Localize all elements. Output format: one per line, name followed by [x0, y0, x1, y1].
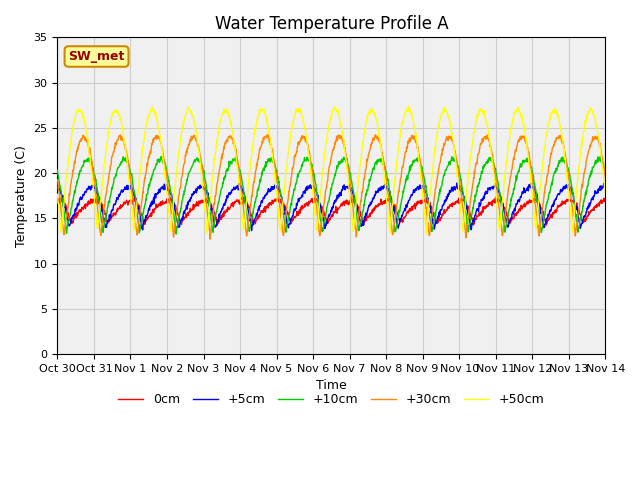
- +5cm: [489, 184, 497, 190]
- +10cm: [163, 165, 170, 171]
- +5cm: [237, 183, 244, 189]
- Line: +50cm: +50cm: [58, 107, 605, 234]
- Line: +10cm: +10cm: [58, 156, 605, 234]
- +30cm: [237, 182, 244, 188]
- +50cm: [162, 180, 170, 186]
- +10cm: [176, 209, 184, 215]
- 0cm: [602, 199, 609, 204]
- +5cm: [537, 211, 545, 216]
- +30cm: [489, 152, 497, 157]
- +10cm: [602, 169, 609, 175]
- +50cm: [602, 192, 609, 197]
- 0cm: [237, 201, 244, 207]
- Line: 0cm: 0cm: [58, 197, 605, 225]
- +50cm: [175, 147, 183, 153]
- 0cm: [176, 218, 184, 224]
- +30cm: [264, 132, 271, 138]
- +50cm: [237, 198, 244, 204]
- +10cm: [537, 226, 545, 232]
- Line: +5cm: +5cm: [58, 183, 605, 230]
- +5cm: [453, 180, 461, 186]
- 0cm: [93, 194, 100, 200]
- +5cm: [248, 228, 255, 233]
- 0cm: [543, 222, 550, 228]
- +30cm: [175, 192, 183, 197]
- +10cm: [54, 168, 61, 173]
- +50cm: [489, 160, 497, 166]
- +30cm: [537, 218, 545, 224]
- +10cm: [237, 173, 245, 179]
- 0cm: [163, 200, 170, 206]
- +10cm: [417, 164, 425, 169]
- +30cm: [54, 177, 61, 182]
- +5cm: [162, 185, 170, 191]
- +50cm: [537, 179, 545, 184]
- +30cm: [206, 236, 214, 242]
- Line: +30cm: +30cm: [58, 135, 605, 239]
- +10cm: [489, 158, 497, 164]
- +50cm: [54, 192, 61, 197]
- +10cm: [172, 231, 180, 237]
- 0cm: [417, 198, 424, 204]
- +5cm: [175, 224, 183, 230]
- +50cm: [417, 172, 424, 178]
- 0cm: [537, 206, 545, 212]
- Y-axis label: Temperature (C): Temperature (C): [15, 145, 28, 247]
- 0cm: [54, 199, 61, 205]
- +30cm: [162, 167, 170, 172]
- Legend: 0cm, +5cm, +10cm, +30cm, +50cm: 0cm, +5cm, +10cm, +30cm, +50cm: [113, 388, 550, 411]
- Title: Water Temperature Profile A: Water Temperature Profile A: [214, 15, 448, 33]
- +50cm: [422, 231, 430, 237]
- Bar: [58, 37, 605, 354]
- 0cm: [488, 203, 496, 209]
- +5cm: [602, 186, 609, 192]
- +50cm: [404, 104, 412, 109]
- +30cm: [602, 175, 609, 181]
- Text: SW_met: SW_met: [68, 50, 125, 63]
- +5cm: [54, 186, 61, 192]
- +30cm: [417, 163, 425, 169]
- +5cm: [417, 184, 424, 190]
- X-axis label: Time: Time: [316, 379, 347, 393]
- +10cm: [159, 153, 166, 159]
